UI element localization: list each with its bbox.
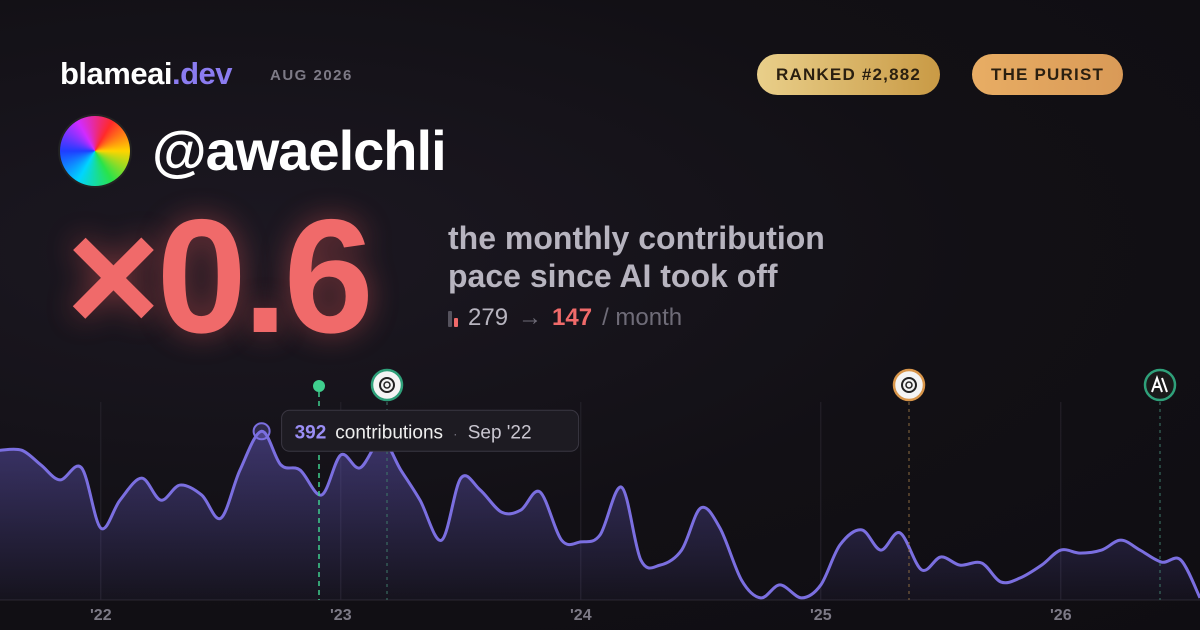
pace-after: 147 <box>552 304 593 331</box>
openai-icon <box>892 368 926 402</box>
pace-icon <box>448 309 458 327</box>
avatar <box>60 116 130 186</box>
x-tick-label: '26 <box>1050 607 1072 624</box>
brand-tld: .dev <box>171 56 233 91</box>
rank-badge: RANKED #2,882 <box>757 54 941 95</box>
caption: pace since AI took off <box>448 258 778 294</box>
brand: blameai.dev <box>60 56 232 92</box>
tooltip-date: Sep '22 <box>468 422 532 443</box>
area-fill <box>0 431 1200 600</box>
x-tick-label: '25 <box>810 607 832 624</box>
pace: 279 → 147 / month <box>448 304 682 332</box>
handle: @awaelchli <box>152 119 447 182</box>
period: AUG 2026 <box>270 67 353 84</box>
title-badge: THE PURIST <box>972 54 1124 95</box>
brand-name: blameai <box>60 56 172 91</box>
pace-before: 279 <box>468 304 509 331</box>
highlight-point <box>252 422 271 441</box>
tooltip-box <box>281 409 580 452</box>
tooltip-value: 392 <box>295 422 327 443</box>
multiplier: ×0.6 <box>66 186 374 367</box>
tooltip-text: 392 contributions · Sep '22 <box>295 422 532 443</box>
event-dot <box>313 380 325 392</box>
pace-arrow: → <box>518 304 543 331</box>
x-tick-label: '22 <box>90 607 112 624</box>
x-tick-label: '23 <box>330 607 352 624</box>
pace-unit: / month <box>602 304 683 331</box>
openai-icon <box>370 368 404 402</box>
tooltip-unit: contributions <box>335 422 443 443</box>
anthropic-icon <box>1143 368 1177 402</box>
tooltip-sep: · <box>453 425 458 441</box>
caption: the monthly contribution <box>448 220 825 256</box>
x-tick-label: '24 <box>570 607 592 624</box>
line <box>0 429 1200 600</box>
